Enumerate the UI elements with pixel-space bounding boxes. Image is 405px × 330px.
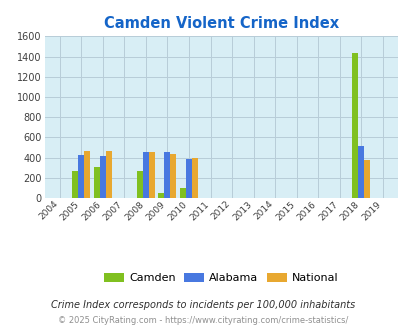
Bar xyxy=(192,157,198,198)
Bar xyxy=(170,154,176,198)
Bar xyxy=(100,155,106,198)
Bar xyxy=(363,160,369,198)
Bar xyxy=(149,152,155,198)
Bar xyxy=(357,146,363,198)
Title: Camden Violent Crime Index: Camden Violent Crime Index xyxy=(103,16,338,31)
Bar xyxy=(143,152,149,198)
Bar xyxy=(158,193,164,198)
Bar xyxy=(94,167,100,198)
Bar xyxy=(84,150,90,198)
Text: © 2025 CityRating.com - https://www.cityrating.com/crime-statistics/: © 2025 CityRating.com - https://www.city… xyxy=(58,316,347,325)
Bar xyxy=(352,53,357,198)
Bar xyxy=(72,171,78,198)
Legend: Camden, Alabama, National: Camden, Alabama, National xyxy=(100,268,342,287)
Bar xyxy=(185,159,192,198)
Bar xyxy=(164,152,170,198)
Bar xyxy=(106,150,112,198)
Bar xyxy=(78,154,84,198)
Text: Crime Index corresponds to incidents per 100,000 inhabitants: Crime Index corresponds to incidents per… xyxy=(51,300,354,310)
Bar xyxy=(136,171,143,198)
Bar xyxy=(179,188,185,198)
